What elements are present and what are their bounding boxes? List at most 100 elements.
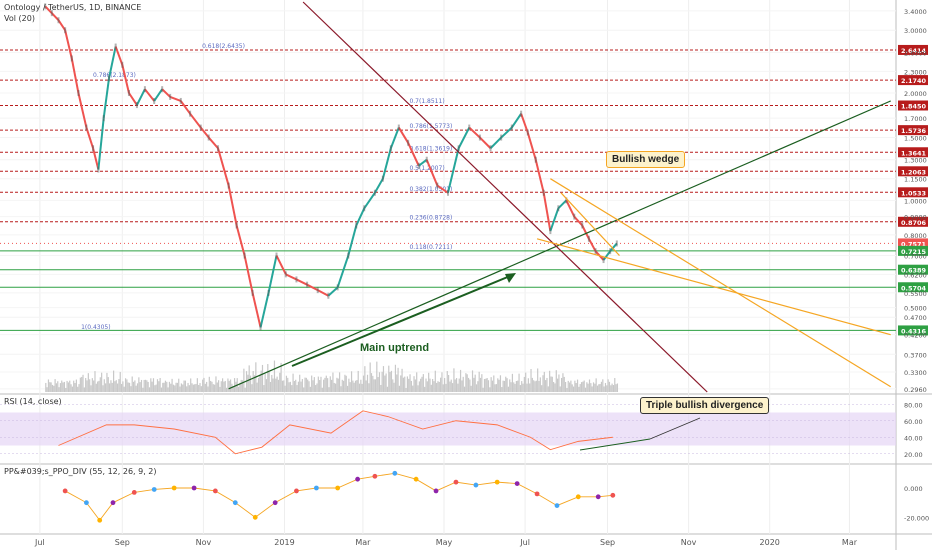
volume-bar xyxy=(579,384,581,392)
price-segment xyxy=(136,88,146,106)
fib-label: 0.618(2.6435) xyxy=(202,43,245,50)
volume-bar xyxy=(272,378,274,392)
price-point xyxy=(97,166,100,173)
price-point xyxy=(520,110,523,117)
volume-bar xyxy=(102,385,104,392)
volume-bar xyxy=(114,381,116,392)
volume-bar xyxy=(316,383,318,392)
volume-bar xyxy=(523,376,525,392)
volume-bar xyxy=(150,378,152,392)
fib-label: 0.236(0.8728) xyxy=(409,214,452,221)
rsi-tick-label: 60.00 xyxy=(904,418,923,426)
volume-bar xyxy=(178,378,180,392)
volume-bar xyxy=(490,377,492,392)
volume-bar xyxy=(429,378,431,392)
price-level-box xyxy=(898,282,928,293)
volume-bar xyxy=(253,375,256,392)
volume-bar xyxy=(204,383,206,392)
price-segment xyxy=(235,225,246,256)
volume-bar xyxy=(267,364,269,392)
volume-bar xyxy=(260,370,262,392)
price-tick-label: 0.4200 xyxy=(904,332,927,340)
ppo-dot xyxy=(413,476,419,482)
volume-bar xyxy=(563,376,565,392)
volume-bar xyxy=(362,375,365,392)
volume-bar xyxy=(241,380,244,392)
price-segment xyxy=(267,255,278,294)
volume-bars xyxy=(45,360,619,392)
volume-bar xyxy=(67,382,69,392)
volume-bar xyxy=(603,386,605,392)
price-level-box xyxy=(898,264,928,275)
volume-bar xyxy=(256,382,258,392)
price-segment xyxy=(317,289,329,297)
price-point xyxy=(217,145,220,152)
volume-bar xyxy=(335,383,337,392)
volume-bar xyxy=(408,378,410,392)
volume-bar xyxy=(344,374,346,392)
volume-bar xyxy=(57,381,59,392)
price-segment xyxy=(573,215,584,227)
volume-bar xyxy=(198,384,200,392)
volume-bar xyxy=(437,381,439,392)
volume-bar xyxy=(398,385,401,392)
volume-bar xyxy=(89,379,91,392)
price-segment xyxy=(510,113,522,129)
volume-bar xyxy=(323,379,325,392)
volume-bar xyxy=(257,377,260,392)
volume-bar xyxy=(502,380,504,392)
price-point xyxy=(169,93,172,100)
volume-bar xyxy=(485,378,487,392)
volume-bar xyxy=(166,381,168,392)
price-segment xyxy=(85,127,95,149)
volume-bar xyxy=(127,382,129,392)
volume-bar xyxy=(317,376,319,392)
volume-bar xyxy=(305,377,307,392)
volume-bar xyxy=(453,368,455,392)
volume-bar xyxy=(139,382,141,392)
volume-bar xyxy=(567,380,569,392)
price-segment xyxy=(70,58,80,94)
price-segment xyxy=(327,286,339,297)
volume-bar xyxy=(583,380,585,392)
volume-bar xyxy=(570,380,572,392)
price-level-box xyxy=(898,44,928,55)
volume-bar xyxy=(172,384,175,392)
price-segment xyxy=(51,12,60,21)
volume-bar xyxy=(457,383,459,392)
volume-bar xyxy=(466,374,468,392)
volume-bar xyxy=(557,378,559,392)
price-segment xyxy=(179,100,191,115)
ppo-dot xyxy=(84,500,89,506)
volume-bar xyxy=(86,380,88,392)
volume-bar xyxy=(471,370,474,392)
volume-bar xyxy=(432,379,434,392)
ppo-dot xyxy=(131,490,137,495)
price-segment xyxy=(259,292,270,328)
price-tick-label: 1.5000 xyxy=(904,135,927,143)
volume-bar xyxy=(225,387,228,392)
volume-bar xyxy=(308,381,310,392)
volume-bar xyxy=(592,382,595,392)
volume-bar xyxy=(211,381,213,392)
price-segment xyxy=(542,192,552,232)
volume-bar xyxy=(319,380,321,392)
volume-bar xyxy=(218,380,220,392)
volume-bar xyxy=(604,382,607,392)
volume-bar xyxy=(49,382,51,392)
ppo-dot xyxy=(272,500,278,506)
volume-bar xyxy=(390,370,393,392)
volume-bar xyxy=(590,383,592,392)
divergence-line xyxy=(579,438,651,451)
volume-bar xyxy=(192,384,194,392)
volume-bar xyxy=(122,381,124,392)
volume-bar xyxy=(296,385,298,392)
ppo-tick-label: -20.000 xyxy=(904,514,929,522)
volume-bar xyxy=(249,375,252,392)
volume-bar xyxy=(444,378,446,392)
price-point xyxy=(347,252,350,259)
volume-bar xyxy=(164,380,167,392)
volume-bar xyxy=(53,385,55,392)
price-segment xyxy=(425,159,439,186)
